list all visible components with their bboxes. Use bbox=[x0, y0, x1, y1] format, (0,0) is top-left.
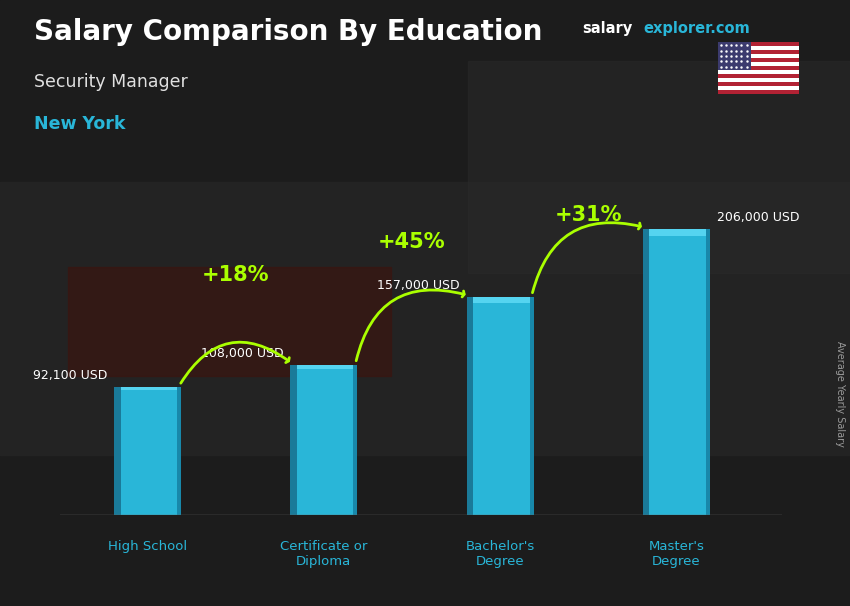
Bar bbox=[468, 61, 850, 273]
Text: Salary Comparison By Education: Salary Comparison By Education bbox=[34, 18, 542, 46]
Bar bbox=[718, 62, 799, 66]
Text: +31%: +31% bbox=[554, 205, 622, 225]
Bar bbox=[718, 50, 799, 55]
Bar bbox=[114, 387, 121, 515]
Text: High School: High School bbox=[108, 540, 187, 553]
Bar bbox=[643, 229, 649, 515]
Bar bbox=[718, 74, 799, 78]
Text: explorer.com: explorer.com bbox=[643, 21, 751, 36]
Bar bbox=[297, 365, 357, 369]
Bar bbox=[718, 58, 799, 62]
Bar bbox=[718, 86, 799, 90]
Text: Security Manager: Security Manager bbox=[34, 73, 188, 91]
Bar bbox=[718, 78, 799, 82]
Text: +18%: +18% bbox=[202, 265, 269, 285]
Text: Bachelor's
Degree: Bachelor's Degree bbox=[466, 540, 535, 568]
Bar bbox=[530, 297, 534, 515]
Bar bbox=[718, 55, 799, 58]
Bar bbox=[68, 267, 391, 376]
Bar bbox=[718, 90, 799, 94]
Bar bbox=[649, 229, 710, 236]
Bar bbox=[177, 387, 181, 515]
Bar bbox=[649, 229, 710, 515]
Text: 92,100 USD: 92,100 USD bbox=[32, 369, 107, 382]
Text: New York: New York bbox=[34, 115, 126, 133]
Bar bbox=[121, 387, 181, 515]
Bar bbox=[0, 182, 850, 454]
Text: +45%: +45% bbox=[378, 231, 445, 252]
Text: Certificate or
Diploma: Certificate or Diploma bbox=[280, 540, 367, 568]
Bar bbox=[718, 82, 799, 86]
Text: Master's
Degree: Master's Degree bbox=[649, 540, 704, 568]
Text: 108,000 USD: 108,000 USD bbox=[201, 347, 283, 360]
Text: 206,000 USD: 206,000 USD bbox=[717, 211, 799, 224]
Bar bbox=[467, 297, 473, 515]
Bar bbox=[718, 42, 751, 70]
Text: salary: salary bbox=[582, 21, 632, 36]
Bar bbox=[473, 297, 534, 302]
Bar bbox=[718, 47, 799, 50]
Bar bbox=[291, 365, 297, 515]
Text: 157,000 USD: 157,000 USD bbox=[377, 279, 460, 292]
Bar bbox=[706, 229, 710, 515]
Bar bbox=[121, 387, 181, 390]
Bar bbox=[718, 42, 799, 47]
Bar bbox=[718, 66, 799, 70]
Bar bbox=[354, 365, 357, 515]
Text: Average Yearly Salary: Average Yearly Salary bbox=[835, 341, 845, 447]
Bar bbox=[297, 365, 357, 515]
Bar bbox=[473, 297, 534, 515]
Bar bbox=[718, 70, 799, 74]
